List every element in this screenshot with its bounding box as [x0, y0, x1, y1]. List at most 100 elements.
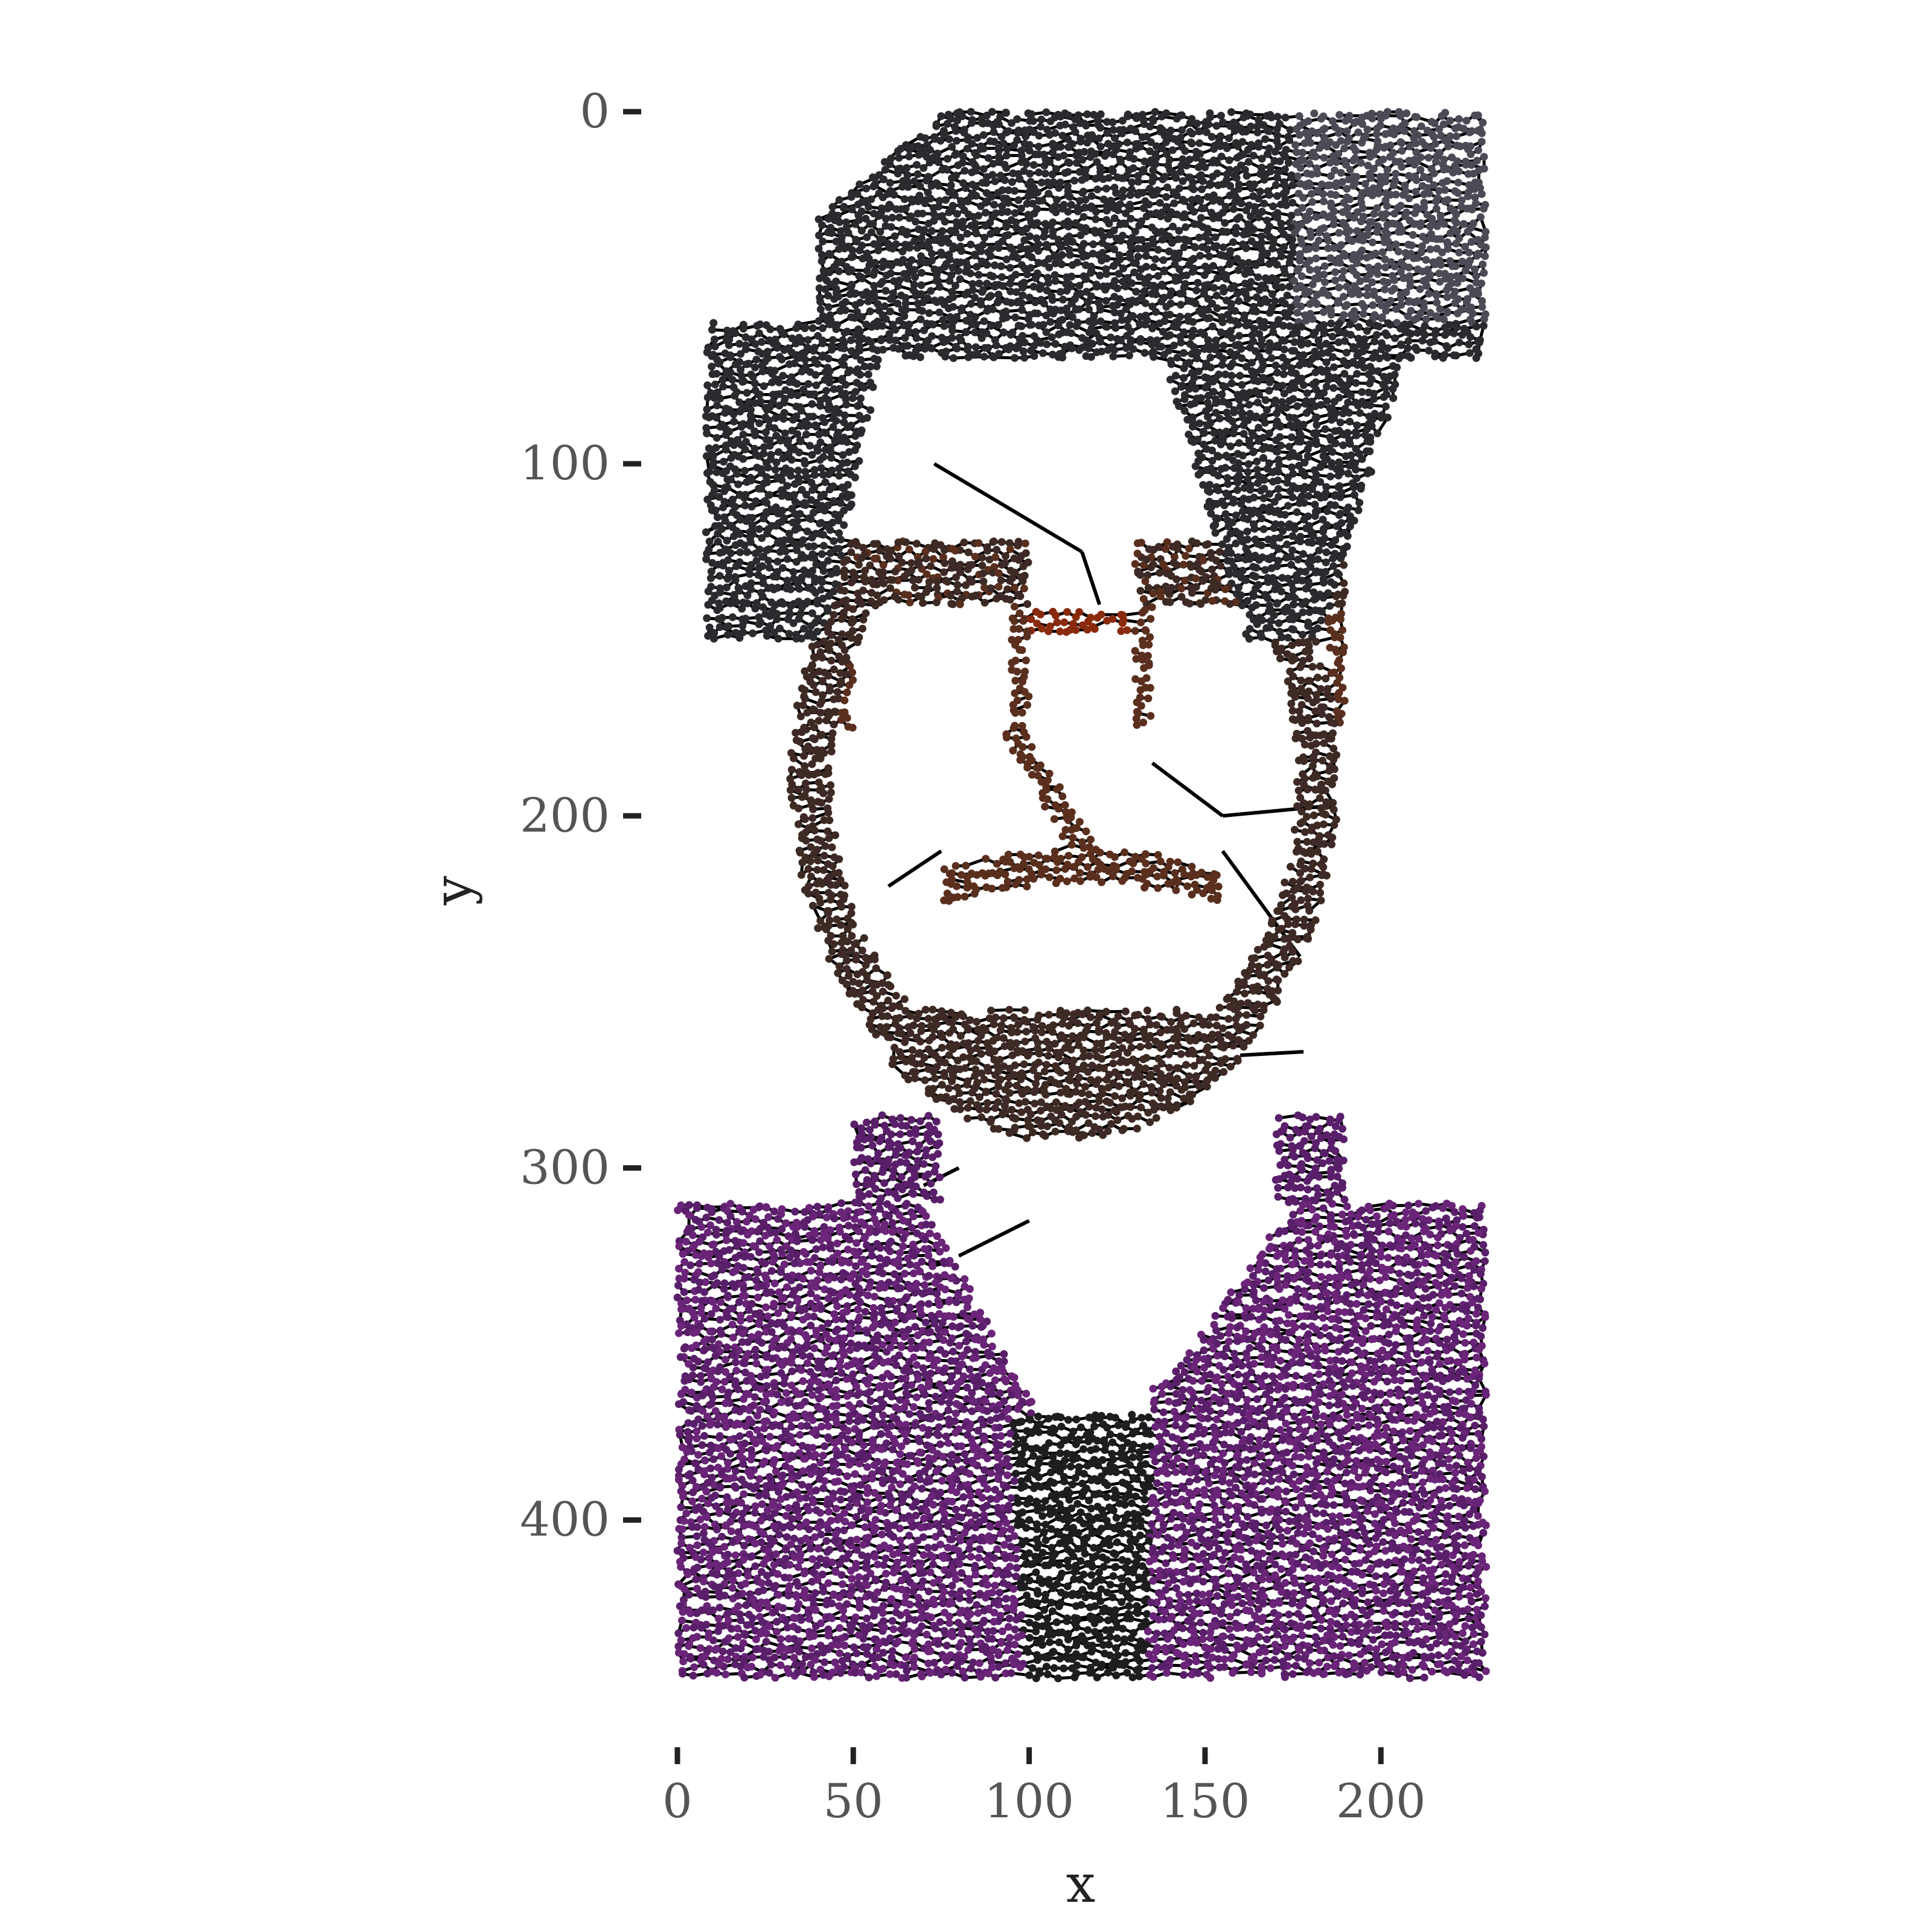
data-point [1200, 204, 1209, 213]
data-point [923, 153, 931, 161]
points-layer [673, 107, 1490, 1683]
data-point [1209, 197, 1217, 205]
data-point [1371, 337, 1379, 345]
data-point [1218, 360, 1226, 369]
data-point [1279, 370, 1288, 379]
data-point [1136, 693, 1144, 702]
data-point [1150, 353, 1158, 361]
data-point [1191, 399, 1199, 408]
data-point [1308, 539, 1316, 547]
data-point [1366, 379, 1374, 388]
data-point [1019, 577, 1027, 585]
data-point [1110, 245, 1119, 254]
data-point [868, 228, 875, 237]
data-point [891, 568, 900, 576]
data-point [714, 529, 722, 538]
data-point [1313, 290, 1322, 299]
data-point [1142, 213, 1151, 220]
data-point [1412, 139, 1420, 147]
data-point [856, 371, 865, 379]
data-point [1278, 283, 1286, 292]
data-point [1200, 429, 1208, 437]
data-point [1442, 286, 1451, 294]
data-point [1281, 607, 1289, 616]
data-point [971, 182, 980, 191]
data-point [1075, 346, 1083, 354]
data-point [1249, 563, 1258, 571]
data-point [857, 429, 865, 437]
data-point [730, 532, 738, 540]
data-point [948, 600, 957, 609]
data-point [847, 193, 856, 201]
data-point [1303, 785, 1311, 794]
data-point [1324, 236, 1332, 245]
data-point [1383, 278, 1392, 287]
data-point [1312, 213, 1320, 221]
data-point [773, 344, 781, 352]
data-point [847, 313, 856, 321]
data-point [1250, 525, 1259, 533]
data-point [943, 120, 952, 128]
data-point [851, 446, 859, 455]
data-point [913, 210, 922, 218]
data-point [1212, 122, 1221, 130]
data-point [1188, 332, 1196, 341]
data-point [1162, 545, 1170, 553]
data-point [1078, 334, 1086, 342]
data-point [812, 381, 820, 389]
data-point [1075, 281, 1084, 290]
data-point [906, 243, 913, 252]
data-point [1428, 130, 1436, 138]
data-point [904, 183, 912, 191]
data-point [1360, 134, 1368, 142]
data-point [1008, 119, 1016, 127]
data-point [1317, 731, 1325, 740]
data-point [1293, 484, 1301, 493]
data-point [982, 199, 990, 207]
data-point [1131, 647, 1139, 655]
data-point [1327, 669, 1335, 677]
data-point [1404, 337, 1413, 345]
data-point [1310, 330, 1318, 339]
data-point [824, 827, 832, 836]
data-point [1129, 345, 1137, 353]
data-point [755, 484, 763, 493]
data-point [889, 245, 897, 253]
data-point [1320, 739, 1328, 747]
data-point [1373, 228, 1381, 236]
data-point [808, 734, 817, 743]
data-point [1395, 354, 1403, 363]
data-point [1383, 230, 1392, 238]
data-point [732, 360, 740, 368]
data-point [1319, 197, 1328, 205]
data-point [1467, 238, 1476, 246]
data-point [1091, 150, 1099, 158]
data-point [1180, 395, 1189, 403]
data-point [976, 145, 985, 153]
data-point [1247, 123, 1255, 130]
data-point [1019, 677, 1027, 686]
data-point [1471, 111, 1479, 120]
data-point [1370, 210, 1378, 218]
data-point [1196, 197, 1204, 205]
data-point [1163, 183, 1171, 191]
data-point [961, 184, 970, 192]
data-point [1303, 445, 1312, 453]
data-point [706, 574, 715, 583]
data-point [1130, 268, 1139, 277]
data-point [1334, 129, 1343, 137]
data-point [1252, 307, 1261, 316]
data-point [1177, 168, 1185, 176]
data-point [709, 461, 717, 470]
data-point [1404, 328, 1412, 337]
data-point [956, 275, 964, 283]
data-point [1011, 689, 1019, 697]
data-point [1441, 331, 1449, 339]
data-point [1380, 144, 1388, 152]
data-point [1364, 161, 1372, 170]
data-point [1192, 153, 1200, 162]
data-point [980, 353, 988, 361]
data-point [793, 702, 801, 710]
data-point [1336, 510, 1345, 518]
data-point [807, 747, 816, 755]
